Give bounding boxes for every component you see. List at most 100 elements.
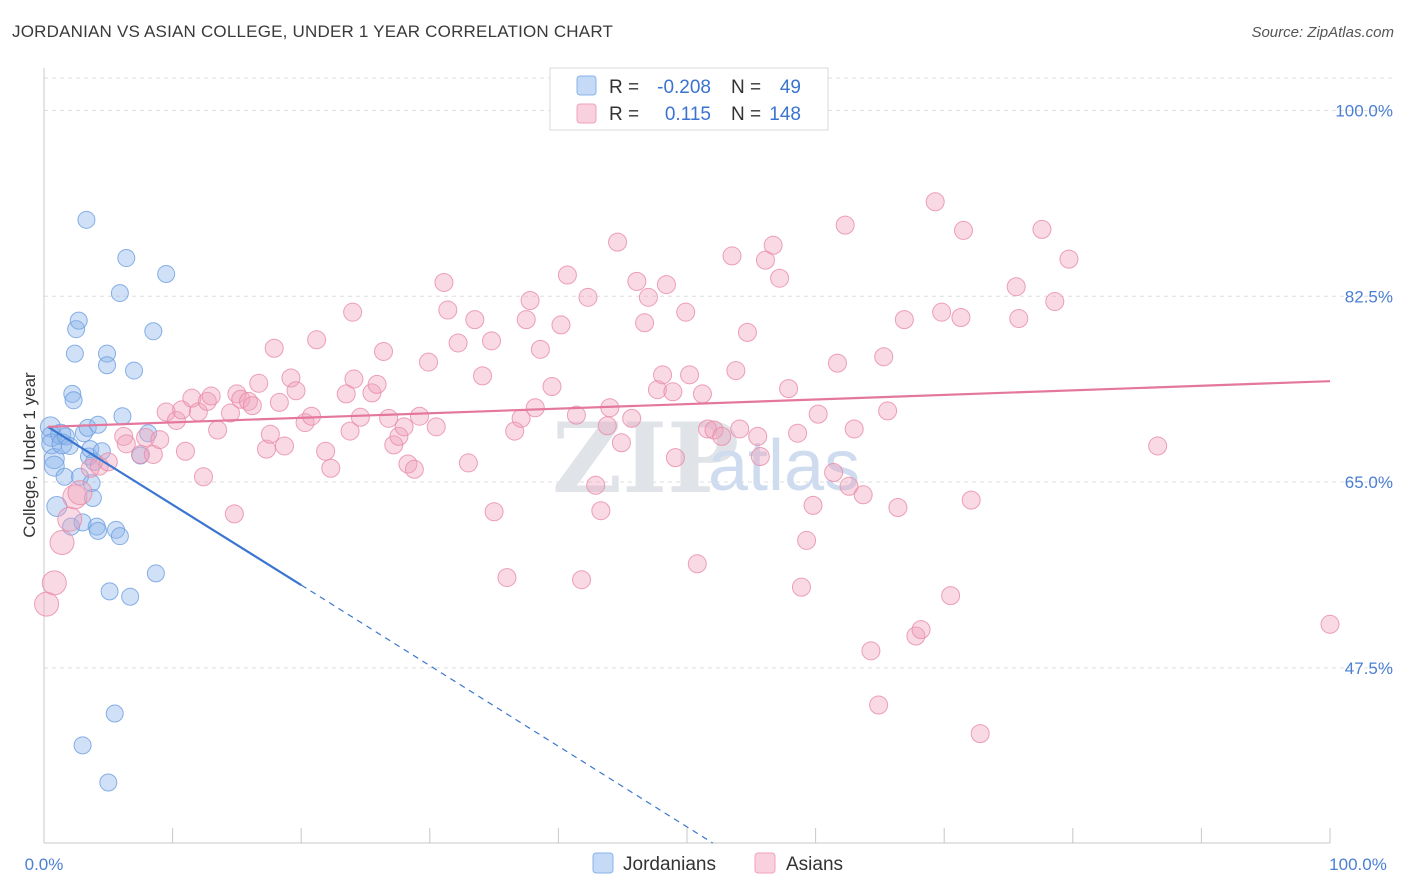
point-asians [779, 379, 799, 399]
point-asians [227, 384, 247, 404]
point-asians [321, 458, 341, 478]
point-jordanians [69, 311, 88, 330]
point-asians [874, 347, 894, 367]
point-jordanians [77, 210, 96, 229]
point-asians [41, 570, 67, 596]
point-asians [566, 405, 586, 425]
point-asians [791, 577, 811, 597]
point-asians [597, 416, 617, 436]
correlation-legend: R = -0.208 N = 49 R = 0.115 N = 148 [549, 67, 829, 131]
bottom-legend-swatch-asians [754, 852, 776, 874]
point-asians [224, 504, 244, 524]
point-jordanians [144, 322, 163, 341]
point-jordanians [99, 773, 118, 792]
y-tick-label: 47.5% [1345, 659, 1393, 678]
point-jordanians [65, 344, 84, 363]
point-asians [726, 361, 746, 381]
point-asians [419, 352, 439, 372]
point-asians [340, 421, 360, 441]
point-asians [586, 475, 606, 495]
point-jordanians [64, 391, 83, 410]
trend-lines [47, 380, 1331, 844]
point-asians [260, 424, 280, 444]
point-asians [242, 396, 262, 416]
point-asians [663, 382, 683, 402]
point-jordanians [98, 356, 117, 375]
point-asians [67, 480, 93, 506]
point-asians [748, 426, 768, 446]
point-asians [970, 724, 990, 744]
point-asians [572, 570, 592, 590]
point-asians [343, 302, 363, 322]
point-asians [676, 302, 696, 322]
point-asians [49, 530, 75, 556]
point-jordanians [110, 527, 129, 546]
point-asians [941, 586, 961, 606]
point-asians [274, 436, 294, 456]
point-asians [220, 403, 240, 423]
legend-r-value-2: 0.115 [665, 104, 711, 125]
point-asians [542, 376, 562, 396]
point-asians [516, 310, 536, 330]
point-asians [1032, 219, 1052, 239]
point-asians [438, 300, 458, 320]
point-jordanians [73, 513, 92, 532]
point-asians [367, 374, 387, 394]
point-asians [755, 250, 775, 270]
point-asians [350, 407, 370, 427]
point-asians [750, 447, 770, 467]
point-asians [853, 485, 873, 505]
point-jordanians [89, 521, 108, 540]
point-asians [951, 307, 971, 327]
point-asians [687, 554, 707, 574]
legend-n-label-1: N = [731, 77, 761, 98]
point-asians [307, 330, 327, 350]
point-jordanians [105, 704, 124, 723]
point-asians [62, 484, 88, 510]
point-asians [861, 641, 881, 661]
point-asians [835, 215, 855, 235]
point-asians [906, 626, 926, 646]
point-asians [136, 427, 156, 447]
legend-swatch-jordanians [576, 75, 597, 96]
point-jordanians [63, 384, 82, 403]
trend-line-asians [47, 380, 1331, 428]
point-asians [611, 433, 631, 453]
point-asians [201, 386, 221, 406]
point-asians [878, 401, 898, 421]
point-jordanians [110, 284, 129, 303]
point-asians [426, 417, 446, 437]
point-asians [638, 287, 658, 307]
bottom-legend-label-asians: Asians [786, 854, 843, 875]
legend-r-label-2: R = [609, 104, 639, 125]
point-asians [844, 419, 864, 439]
point-asians [591, 501, 611, 521]
point-jordanians [55, 467, 74, 486]
point-asians [1009, 309, 1029, 329]
x-tick-label-max: 100.0% [1329, 855, 1387, 874]
point-asians [286, 381, 306, 401]
point-asians [197, 391, 217, 411]
point-asians [704, 420, 724, 440]
point-asians [932, 302, 952, 322]
legend-n-label-2: N = [731, 104, 761, 125]
point-asians [465, 310, 485, 330]
point-asians [627, 271, 647, 291]
point-asians [520, 291, 540, 310]
point-asians [530, 339, 550, 359]
chart-title: JORDANIAN VS ASIAN COLLEGE, UNDER 1 YEAR… [12, 22, 614, 41]
point-asians [482, 331, 502, 351]
point-asians [166, 410, 186, 430]
point-asians [925, 192, 945, 212]
point-asians [256, 439, 276, 459]
point-asians [961, 490, 981, 510]
point-asians [737, 322, 757, 342]
trend-line-jordanians [47, 425, 302, 586]
point-asians [770, 268, 790, 288]
point-asians [608, 232, 628, 252]
point-asians [953, 220, 973, 240]
point-asians [839, 476, 859, 496]
point-asians [448, 333, 468, 353]
point-asians [404, 459, 424, 479]
chart-source: Source: ZipAtlas.com [1251, 24, 1394, 41]
